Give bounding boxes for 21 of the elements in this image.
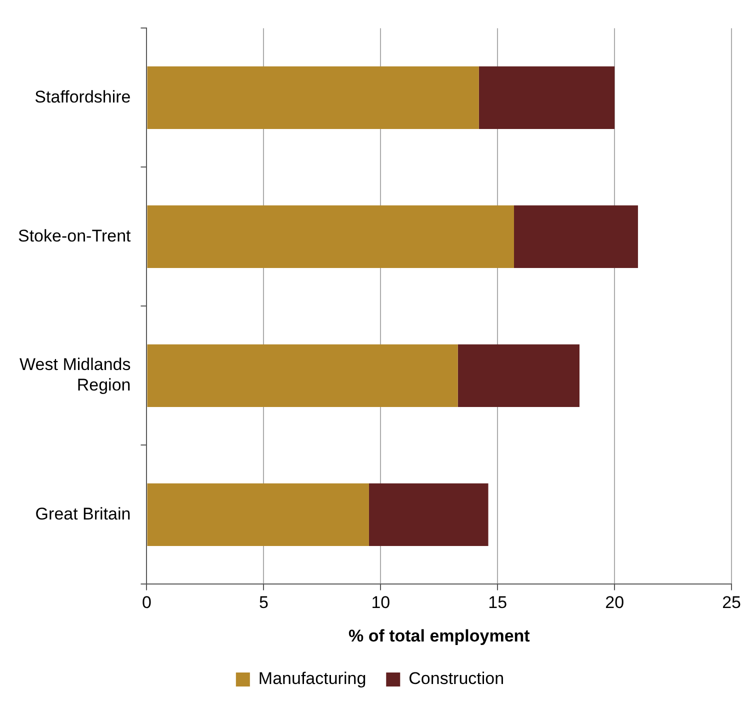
bar bbox=[147, 344, 458, 407]
y-tick-label: Stoke-on-Trent bbox=[18, 226, 132, 246]
x-tick-label: 10 bbox=[371, 593, 390, 612]
bar bbox=[147, 66, 479, 129]
bar bbox=[368, 483, 488, 546]
bar bbox=[458, 344, 580, 407]
bar bbox=[478, 66, 615, 129]
legend-label: Manufacturing bbox=[258, 669, 366, 688]
x-tick-label: 15 bbox=[488, 593, 508, 612]
x-axis-title: % of total employment bbox=[348, 626, 530, 646]
x-tick-label: 20 bbox=[605, 593, 624, 612]
bar bbox=[147, 205, 514, 268]
x-tick-label: 5 bbox=[258, 593, 268, 612]
bar bbox=[147, 483, 369, 546]
y-tick-label: West Midlands Region bbox=[20, 355, 131, 395]
y-tick-label: Staffordshire bbox=[34, 87, 131, 106]
y-tick-label: Great Britain bbox=[35, 504, 131, 524]
bar bbox=[514, 205, 638, 268]
legend-label: Construction bbox=[408, 669, 504, 688]
x-tick-label: 25 bbox=[722, 593, 742, 612]
x-tick-label: 0 bbox=[142, 593, 152, 612]
